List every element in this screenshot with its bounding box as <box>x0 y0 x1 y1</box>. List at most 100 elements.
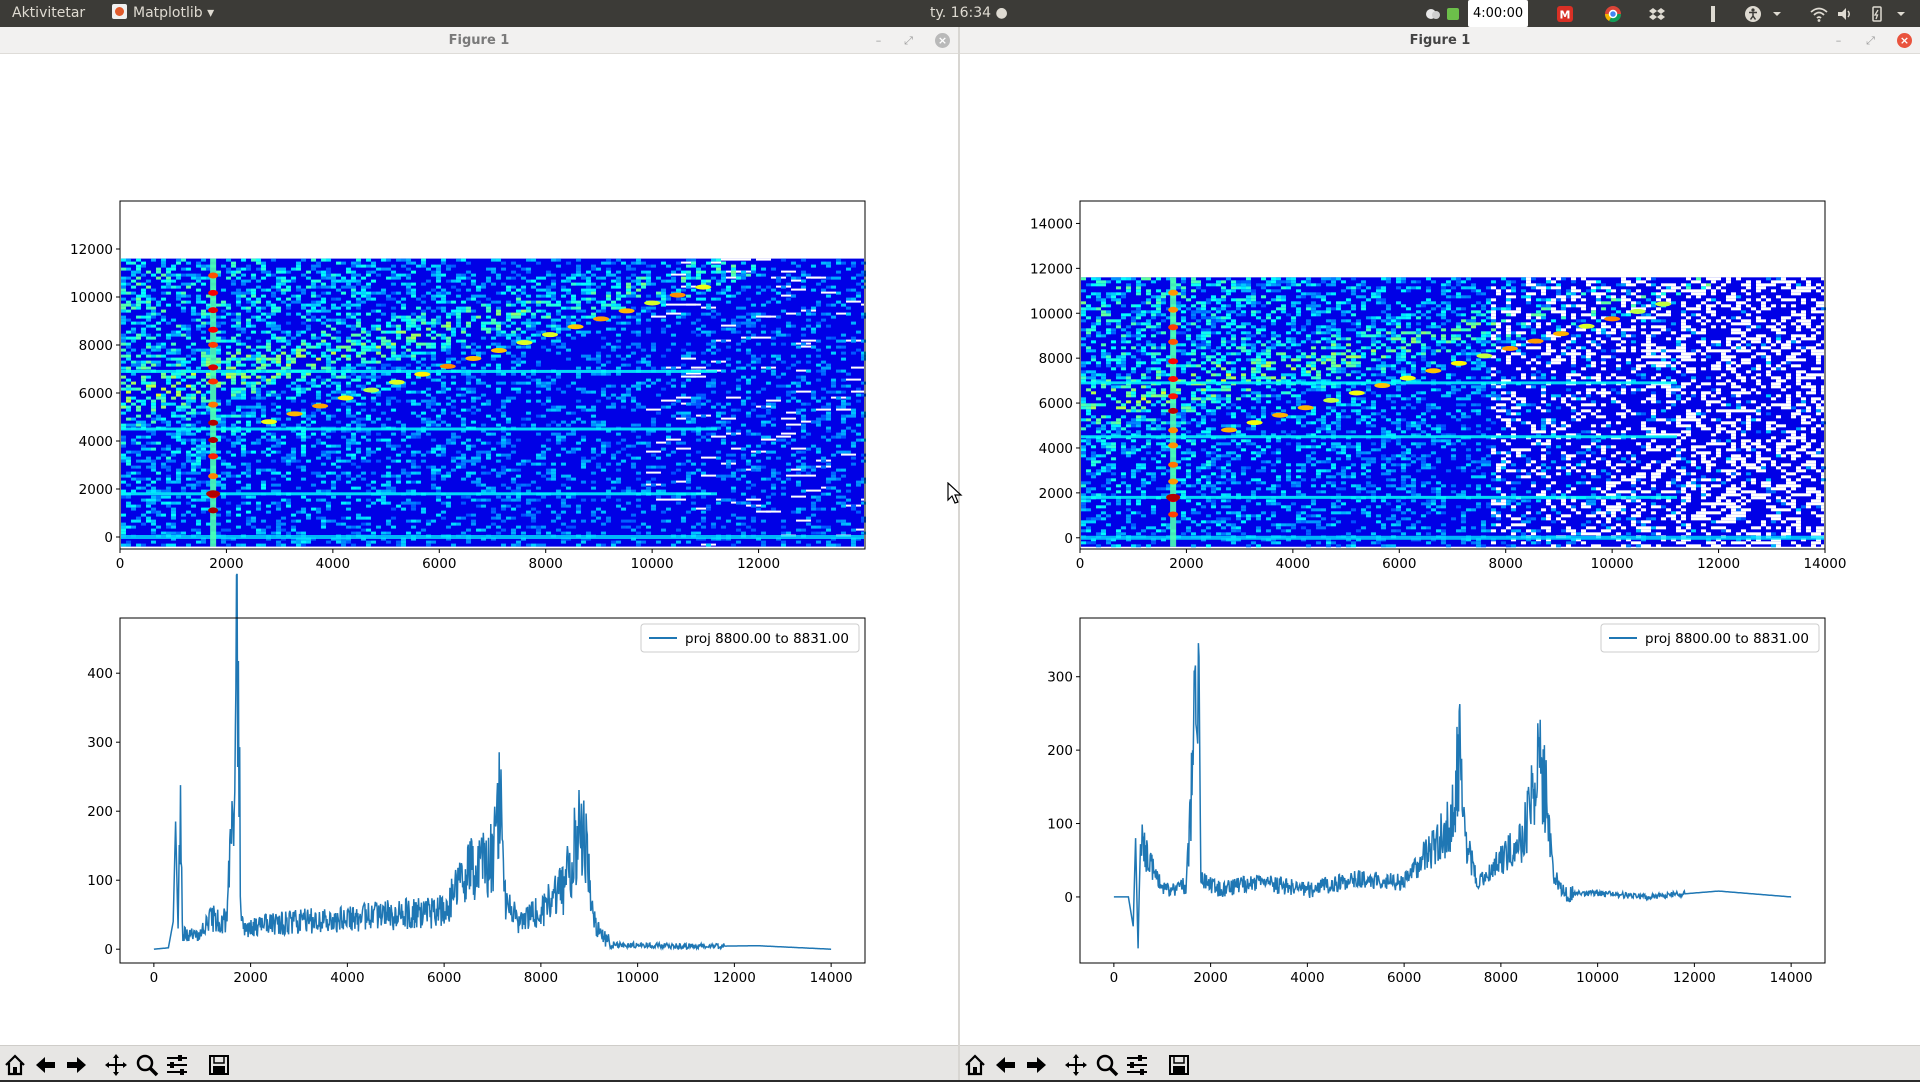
ridge-spot <box>1476 353 1492 358</box>
hot-spot <box>208 420 218 426</box>
ridge-spot <box>1451 361 1467 366</box>
weather-icon[interactable] <box>1424 5 1442 23</box>
x-tick-label: 14000 <box>1770 970 1813 986</box>
x-tick-label: 10000 <box>616 970 659 986</box>
x-tick-label: 10000 <box>631 556 674 572</box>
ridge-spot <box>516 340 532 345</box>
navigation-toolbar <box>0 1045 958 1080</box>
ridge-spot <box>1298 405 1314 410</box>
home-icon <box>2 1052 28 1078</box>
ridge-spot <box>1272 413 1288 418</box>
back-button[interactable] <box>33 1052 59 1078</box>
maximize-button[interactable]: ⤢ <box>901 33 916 48</box>
home-button[interactable] <box>2 1052 28 1078</box>
pan-button[interactable] <box>1063 1052 1089 1078</box>
pan-button[interactable] <box>103 1052 129 1078</box>
ridge-spot <box>1579 324 1595 329</box>
volume-icon[interactable] <box>1836 5 1854 23</box>
x-tick-label: 14000 <box>1804 556 1847 572</box>
hot-spot <box>1168 408 1178 414</box>
close-button[interactable]: × <box>935 33 950 48</box>
clock[interactable]: ty. 16:34 ● <box>930 0 1008 27</box>
hot-spot <box>208 507 218 513</box>
x-tick-label: 8000 <box>529 556 563 572</box>
hot-spot <box>208 327 218 333</box>
subplots-button[interactable] <box>164 1052 190 1078</box>
x-tick-label: 4000 <box>1276 556 1310 572</box>
hot-spot <box>208 473 218 479</box>
save-icon <box>206 1052 232 1078</box>
y-tick-label: 12000 <box>1030 261 1073 277</box>
save-button[interactable] <box>206 1052 232 1078</box>
y-tick-label: 200 <box>1047 743 1073 759</box>
recycle-icon[interactable] <box>1444 5 1462 23</box>
x-tick-label: 12000 <box>1697 556 1740 572</box>
maximize-button[interactable]: ⤢ <box>1863 33 1878 48</box>
subplots-button[interactable] <box>1124 1052 1150 1078</box>
hot-spot <box>1168 307 1178 313</box>
x-tick-label: 6000 <box>427 970 461 986</box>
x-tick-label: 4000 <box>316 556 350 572</box>
hot-spot <box>1168 427 1178 433</box>
axes-frame <box>120 618 865 963</box>
x-tick-label: 12000 <box>1673 970 1716 986</box>
baseline-row <box>121 535 864 539</box>
save-button[interactable] <box>1166 1052 1192 1078</box>
hot-spot <box>1166 494 1180 501</box>
minimize-button[interactable]: – <box>1831 33 1846 48</box>
x-tick-label: 2000 <box>1169 556 1203 572</box>
battery-icon[interactable] <box>1868 5 1886 23</box>
hot-spot <box>208 378 218 384</box>
y-tick-label: 300 <box>87 735 113 751</box>
ridge-spot <box>644 301 660 306</box>
ridge-spot <box>619 308 635 313</box>
window-titlebar[interactable]: Figure 1 – ⤢ × <box>0 27 958 54</box>
minimize-button[interactable]: – <box>871 33 886 48</box>
activities-button[interactable]: Aktivitetar <box>12 0 85 27</box>
ridge-spot <box>312 403 328 408</box>
ridge-spot <box>465 356 481 361</box>
zoom-button[interactable] <box>1094 1052 1120 1078</box>
hot-spot <box>1168 442 1178 448</box>
y-tick-label: 10000 <box>1030 306 1073 322</box>
ridge-spot <box>1425 368 1441 373</box>
timer-display[interactable]: 4:00:00 <box>1468 0 1528 27</box>
window-title: Figure 1 <box>960 27 1920 54</box>
chrome-icon[interactable] <box>1604 5 1622 23</box>
home-button[interactable] <box>962 1052 988 1078</box>
y-tick-label: 2000 <box>1039 486 1073 502</box>
back-button[interactable] <box>993 1052 1019 1078</box>
hot-spot <box>1168 290 1178 296</box>
y-tick-label: 6000 <box>1039 396 1073 412</box>
app-menu[interactable]: Matplotlib ▾ <box>112 0 214 27</box>
zoom-button[interactable] <box>134 1052 160 1078</box>
heatmap-image <box>1081 277 1826 547</box>
power-menu-chevron-icon[interactable] <box>1892 5 1910 23</box>
wifi-icon[interactable] <box>1810 5 1828 23</box>
y-tick-label: 0 <box>1064 531 1073 547</box>
ridge-spot <box>1655 302 1671 307</box>
ridge-spot <box>1221 428 1237 433</box>
back-arrow-icon <box>33 1052 59 1078</box>
window-titlebar[interactable]: Figure 1 – ⤢ × <box>960 27 1920 54</box>
ridge-spot <box>363 388 379 393</box>
mail-icon[interactable]: M <box>1556 5 1574 23</box>
forward-button[interactable] <box>63 1052 89 1078</box>
x-tick-label: 14000 <box>810 970 853 986</box>
accessibility-icon[interactable] <box>1744 5 1762 23</box>
zoom-icon <box>134 1052 160 1078</box>
subplots-icon <box>1124 1052 1150 1078</box>
ridge-spot <box>287 411 303 416</box>
dropbox-icon[interactable] <box>1648 5 1666 23</box>
y-tick-label: 100 <box>87 873 113 889</box>
ridge-spot <box>1349 390 1365 395</box>
hot-spot <box>1168 358 1178 364</box>
indicator-icon[interactable] <box>1704 5 1722 23</box>
chevron-down-icon[interactable] <box>1768 5 1786 23</box>
forward-button[interactable] <box>1023 1052 1049 1078</box>
close-button[interactable]: × <box>1897 33 1912 48</box>
